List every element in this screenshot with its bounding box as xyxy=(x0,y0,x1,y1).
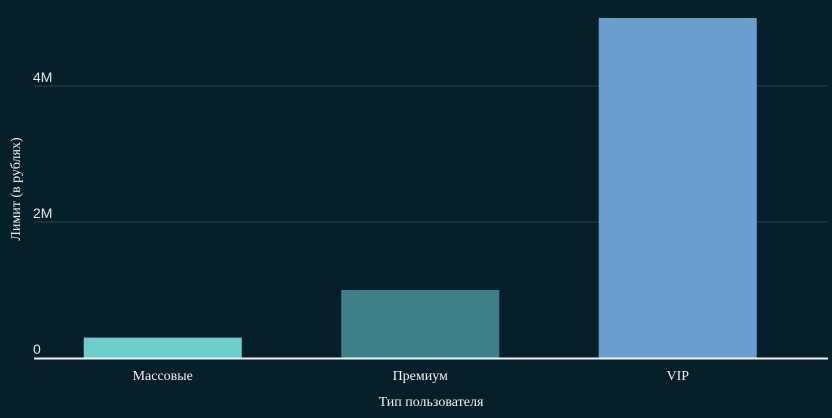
x-category-label: Премиум xyxy=(393,369,448,384)
bar-1 xyxy=(83,337,242,358)
y-axis-title: Лимит (в рублях) xyxy=(9,137,24,241)
y-tick-label: 2M xyxy=(33,205,52,221)
bar-3 xyxy=(598,18,757,358)
x-category-label: VIP xyxy=(666,369,689,384)
bars xyxy=(83,18,757,358)
y-tick-label: 4M xyxy=(33,69,52,85)
x-axis-title: Тип пользователя xyxy=(379,395,484,410)
x-category-label: Массовые xyxy=(133,369,193,384)
bar-2 xyxy=(341,290,500,358)
x-axis-categories: Массовые Премиум VIP xyxy=(133,369,690,384)
y-axis-ticks: 0 2M 4M xyxy=(33,69,52,357)
y-tick-label: 0 xyxy=(33,341,41,357)
